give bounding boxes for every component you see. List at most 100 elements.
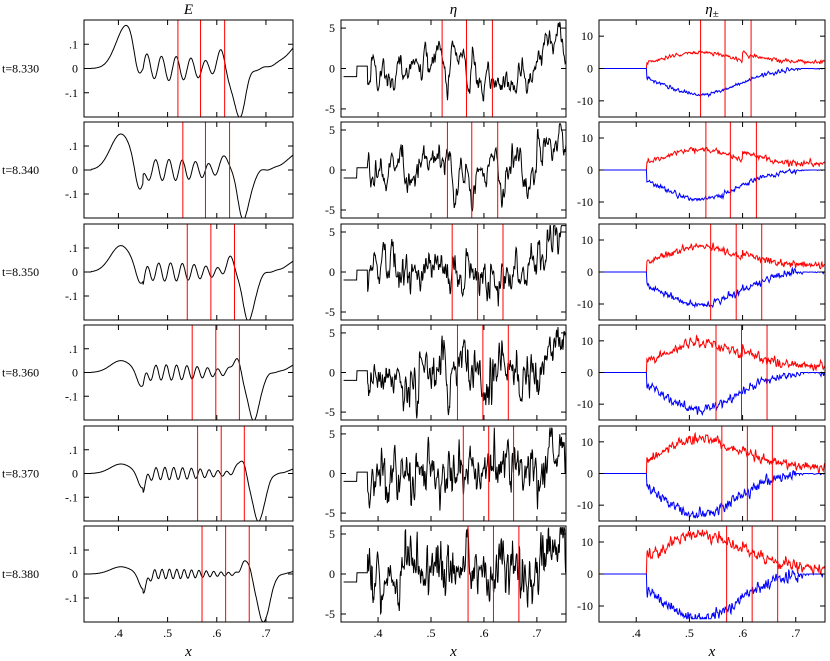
x-axis-label: x	[184, 644, 192, 660]
x-axis-label: x	[449, 644, 457, 660]
y-tick-label: .1	[69, 543, 78, 557]
panel-frame	[340, 19, 567, 118]
column-title-subscript: ±	[713, 8, 719, 20]
row-label: t=8.360	[2, 366, 39, 380]
y-tick-label: 5	[329, 326, 335, 340]
series-line-eta_pm-minus	[601, 469, 825, 519]
panel-eta-row-5: 5 0 -5 .4 .5 .6 .7	[325, 525, 567, 640]
panel-eta_pm-row-4: 10 0 -10	[577, 425, 826, 522]
row-label: t=8.330	[2, 62, 39, 76]
series-line-E	[86, 133, 293, 218]
panel-eta_pm-row-1: 10 0 -10	[577, 121, 826, 219]
panel-E-row-5: .1 0 -.1 .4 .5 .6 .7	[65, 525, 294, 640]
panel-frame	[340, 425, 567, 522]
panel-eta-row-1: 5 0 -5	[325, 121, 567, 219]
y-tick-label: 5	[329, 123, 335, 137]
y-tick-label: 0	[72, 62, 78, 76]
y-tick-label: 5	[329, 527, 335, 541]
series-line-eta	[343, 326, 566, 419]
y-tick-label: .1	[69, 443, 78, 457]
panels: .1 0 -.1 5 0 -5 10 0 -10 .1 0 -.1 5 0 -5 10 0 -10 .1 0 -.1 5 0…	[65, 19, 826, 640]
y-tick-label: 0	[72, 467, 78, 481]
panel-eta_pm-row-3: 10 0 -10	[577, 324, 826, 421]
y-tick-label: 0	[329, 265, 335, 279]
panel-eta-row-2: 5 0 -5	[325, 223, 567, 321]
y-tick-label: 0	[329, 567, 335, 581]
series-line-eta_pm	[601, 242, 825, 273]
y-tick-label: 5	[329, 225, 335, 239]
y-tick-label: -5	[325, 102, 335, 116]
x-tick-label: .5	[163, 626, 172, 640]
x-tick-label: .6	[738, 626, 747, 640]
y-tick-label: .1	[69, 139, 78, 153]
panel-eta_pm-row-5: 10 0 -10 .4 .5 .6 .7	[577, 525, 826, 640]
panel-frame	[340, 223, 567, 321]
series-line-E	[86, 24, 293, 117]
y-tick-label: 0	[72, 567, 78, 581]
series-line-E	[86, 460, 293, 521]
series-line-eta_pm	[601, 529, 825, 577]
y-tick-label: -.1	[65, 591, 78, 605]
y-tick-label: 10	[581, 435, 593, 449]
series-line-eta	[343, 123, 566, 212]
panel-E-row-3: .1 0 -.1	[65, 324, 294, 421]
panel-frame	[83, 223, 294, 321]
series-line-eta	[343, 225, 566, 307]
y-tick-label: 0	[329, 366, 335, 380]
y-tick-label: -5	[325, 203, 335, 217]
y-tick-label: .1	[69, 37, 78, 51]
series-line-E	[86, 358, 293, 420]
x-axis-label: x	[708, 644, 716, 660]
column-title-eta: η	[450, 2, 457, 18]
series-line-eta_pm	[601, 146, 825, 171]
series-line-eta	[343, 526, 566, 616]
y-tick-label: -5	[325, 506, 335, 520]
x-tick-label: .6	[479, 626, 488, 640]
series-line-eta_pm	[601, 334, 825, 373]
row-labels: t=8.330 t=8.340 t=8.350 t=8.360 t=8.370 t=8.3…	[2, 62, 39, 582]
series-line-eta_pm-minus	[601, 569, 825, 621]
y-tick-label: 0	[587, 62, 593, 76]
y-tick-label: -5	[325, 305, 335, 319]
y-tick-label: 10	[581, 334, 593, 348]
x-tick-label: .4	[114, 626, 123, 640]
panel-eta-row-0: 5 0 -5	[325, 19, 567, 118]
y-tick-label: 0	[329, 62, 335, 76]
y-tick-label: -10	[577, 297, 593, 311]
y-tick-label: -.1	[65, 289, 78, 303]
panel-E-row-2: .1 0 -.1	[65, 223, 294, 321]
y-tick-label: 10	[581, 29, 593, 43]
y-tick-label: 0	[587, 265, 593, 279]
y-tick-label: 0	[587, 163, 593, 177]
panel-eta_pm-row-0: 10 0 -10	[577, 19, 826, 118]
panel-E-row-0: .1 0 -.1	[65, 19, 294, 118]
y-tick-label: 0	[587, 467, 593, 481]
panel-eta-row-3: 5 0 -5	[325, 324, 567, 421]
row-label: t=8.350	[2, 265, 39, 279]
column-title-E: E	[183, 2, 193, 18]
series-line-eta	[343, 427, 566, 511]
y-tick-label: 10	[581, 535, 593, 549]
y-tick-label: 5	[329, 427, 335, 441]
y-tick-label: 10	[581, 131, 593, 145]
y-tick-label: -5	[325, 607, 335, 621]
row-label: t=8.340	[2, 163, 39, 177]
panel-E-row-1: .1 0 -.1	[65, 121, 294, 219]
row-label: t=8.370	[2, 467, 39, 481]
x-tick-label: .7	[261, 626, 270, 640]
series-line-E	[86, 560, 293, 622]
y-tick-label: .1	[69, 342, 78, 356]
series-line-eta_pm-minus	[601, 66, 825, 98]
y-tick-label: -.1	[65, 389, 78, 403]
series-line-eta_pm-minus	[601, 168, 825, 202]
y-tick-label: 0	[587, 567, 593, 581]
panel-frame	[83, 425, 294, 522]
panel-frame	[340, 324, 567, 421]
y-tick-label: -5	[325, 405, 335, 419]
x-tick-label: .4	[374, 626, 383, 640]
series-line-eta_pm	[601, 50, 825, 69]
y-tick-label: -.1	[65, 490, 78, 504]
